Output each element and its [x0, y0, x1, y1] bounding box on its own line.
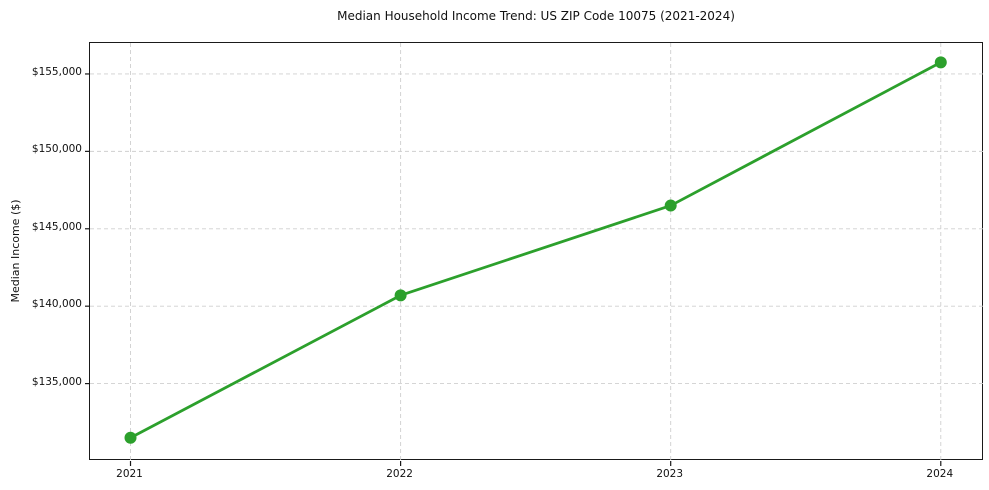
y-tick-label: $155,000: [31, 65, 82, 78]
plot-area: [85, 42, 984, 466]
chart-title: Median Household Income Trend: US ZIP Co…: [337, 9, 735, 23]
y-tick-label: $150,000: [31, 143, 82, 156]
trend-line: [129, 60, 943, 440]
y-axis-label-text: Median Income ($): [9, 199, 22, 303]
data-point-marker: [664, 199, 677, 212]
x-tick-label: 2024: [926, 468, 954, 480]
y-tick-label: $135,000: [31, 375, 82, 388]
data-point-marker: [394, 289, 407, 302]
x-tick-label: 2021: [116, 468, 143, 480]
x-tick-label: 2022: [386, 468, 413, 480]
data-point-marker: [934, 56, 947, 69]
y-tick-label: $145,000: [31, 220, 82, 233]
x-tick-label: 2023: [656, 468, 684, 480]
line-chart-svg: [85, 43, 984, 466]
data-point-marker: [124, 431, 137, 444]
y-tick-label: $140,000: [31, 298, 82, 311]
